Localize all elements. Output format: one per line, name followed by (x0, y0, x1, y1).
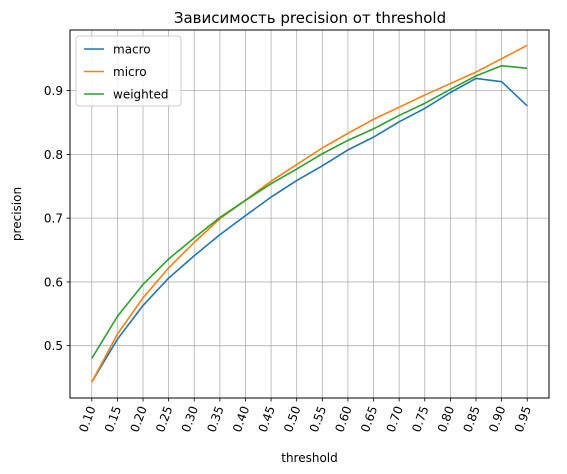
y-tick-label: 0.8 (44, 148, 63, 162)
chart-title: Зависимость precision от threshold (174, 9, 446, 27)
plot-frame (69, 29, 550, 399)
legend: macro micro weighted (75, 35, 182, 107)
legend-label-micro: micro (113, 65, 147, 79)
series-lines (91, 44, 528, 383)
legend-label-weighted: weighted (113, 88, 168, 102)
series-line-macro (91, 77, 528, 383)
legend-box (75, 35, 182, 107)
series-line-weighted (91, 64, 528, 359)
y-tick-label: 0.6 (44, 275, 63, 289)
y-tick-label: 0.9 (44, 84, 63, 98)
legend-label-macro: macro (113, 43, 151, 57)
y-tick-label: 0.5 (44, 339, 63, 353)
y-axis-label: precision (10, 187, 24, 241)
y-tick-label: 0.7 (44, 212, 63, 226)
series-line-micro (91, 44, 528, 383)
x-axis-label: threshold (281, 451, 338, 465)
